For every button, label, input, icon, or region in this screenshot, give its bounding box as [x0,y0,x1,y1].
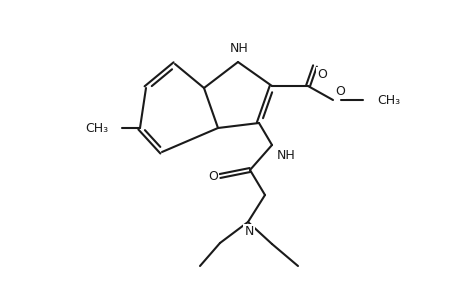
Text: CH₃: CH₃ [376,94,399,106]
Text: N: N [244,225,253,238]
Text: NH: NH [229,42,248,55]
Text: O: O [207,169,218,182]
Text: O: O [316,68,326,81]
Text: NH: NH [276,149,295,162]
Text: O: O [334,85,344,98]
Text: CH₃: CH₃ [85,122,108,134]
